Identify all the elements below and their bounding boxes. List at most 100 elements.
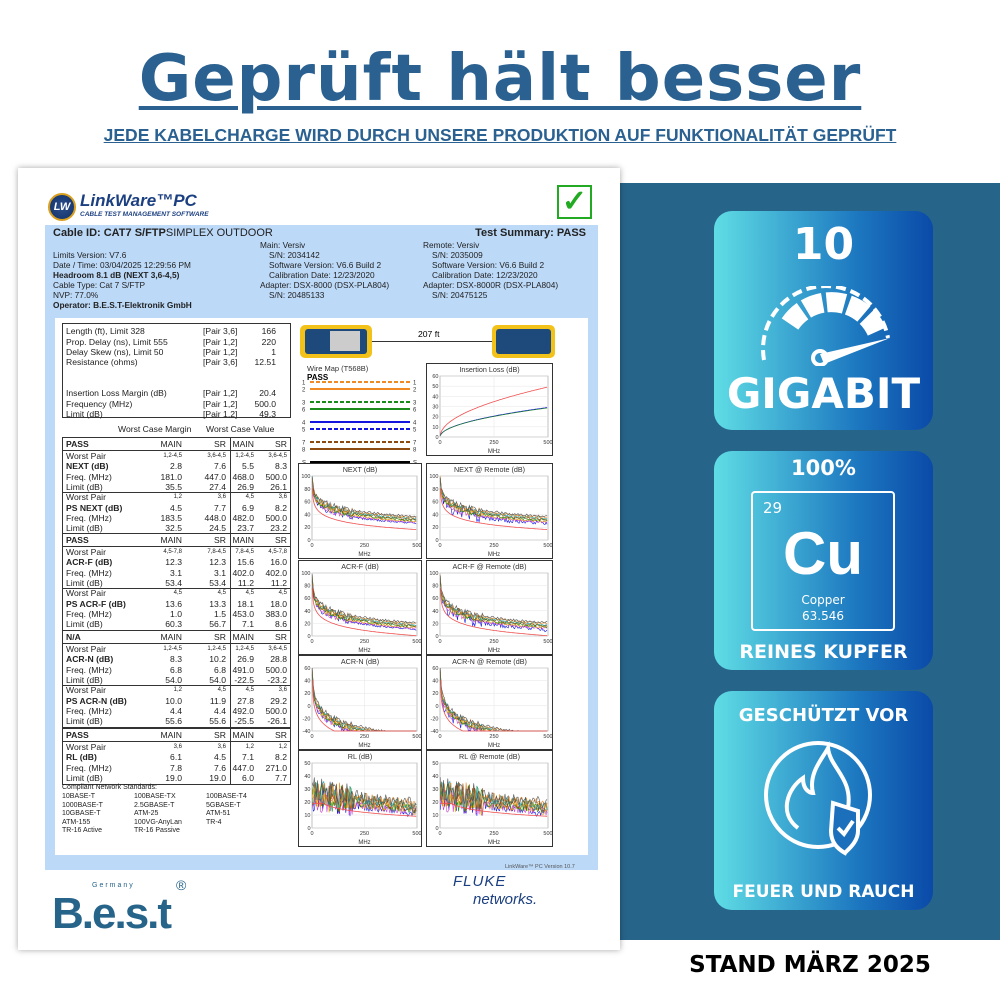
column-header: SR	[275, 439, 287, 449]
summary-row: Delay Skew (ns), Limit 50 [Pair 1,2] 1	[63, 347, 290, 357]
pin-label: 5	[302, 428, 306, 434]
series-line	[311, 488, 417, 530]
standard-item: TR-4	[206, 818, 222, 826]
x-tick-label: 500	[543, 440, 552, 446]
cell-value: 55.6	[209, 716, 226, 727]
remote-unit: Remote: Versiv	[423, 240, 480, 250]
series-line	[439, 780, 548, 811]
row-label: Limit (dB)	[66, 772, 103, 783]
chart-rl-db-: RL (dB) 0 10 20 30 40 50 0 250 500 MHz	[298, 750, 422, 847]
x-tick-label: 0	[438, 440, 441, 446]
cell-value: 500.0	[265, 664, 287, 675]
series-line	[439, 477, 548, 518]
cell-value: 54.0	[209, 674, 226, 685]
y-tick-label: 80	[432, 487, 438, 493]
y-tick-label: 100	[429, 474, 438, 480]
table-row: Worst Pair 1,2 4,5 4,5 3,6	[63, 685, 290, 695]
column-header: MAIN	[160, 535, 182, 545]
cell-value: 4,5	[278, 590, 287, 597]
metric-value: 220	[261, 337, 276, 347]
y-tick-label: 20	[432, 621, 438, 627]
cell-value: 402.0	[232, 567, 254, 578]
main-adapter: Adapter: DSX-8000 (DSX-PLA804)	[260, 280, 390, 290]
y-tick-label: 0	[435, 435, 438, 441]
table-row: Freq. (MHz) 4.4 4.4 492.0 500.0	[63, 706, 290, 716]
y-tick-label: 0	[435, 634, 438, 640]
y-tick-label: 80	[304, 487, 310, 493]
cell-value: 7.1	[242, 752, 254, 763]
cell-value: 8.6	[275, 619, 287, 630]
cell-value: 6.9	[242, 502, 254, 513]
y-tick-label: 40	[432, 394, 438, 400]
metric-label: Frequency (MHz)	[66, 399, 133, 409]
x-tick-label: 500	[412, 639, 421, 645]
cell-value: 60.3	[165, 619, 182, 630]
series-line	[311, 478, 417, 519]
metric-label: Limit (dB)	[66, 409, 103, 419]
series-line	[439, 580, 548, 627]
cell-value: 11.2	[237, 577, 254, 588]
cell-value: 8.3	[275, 461, 287, 472]
x-tick-label: 250	[489, 543, 498, 549]
cell-value: -23.2	[267, 674, 287, 685]
standards-title: Compliant Network Standards:	[62, 784, 157, 791]
x-tick-label: 0	[310, 639, 313, 645]
table-row: Worst Pair 1,2-4,5 3,6-4,5 1,2-4,5 3,6-4,5	[63, 451, 290, 461]
cell-value: 7,8-4,5	[235, 549, 254, 555]
cell-value: 55.6	[165, 716, 182, 727]
cell-value: 29.2	[270, 695, 287, 706]
standard-item: 100VG-AnyLan	[134, 818, 182, 826]
pair: [Pair 3,6]	[203, 357, 238, 367]
element-symbol: Cu	[783, 520, 863, 587]
cell-value: 7.1	[242, 619, 254, 630]
cell-value: 27.4	[209, 481, 226, 492]
x-tick-label: 250	[489, 440, 498, 446]
pin-label: 7	[302, 441, 306, 447]
remote-sn: S/N: 2035009	[432, 250, 483, 260]
cable-length: 207 ft	[418, 329, 440, 339]
registered-icon: ®	[176, 877, 187, 893]
chart-title: RL (dB)	[347, 752, 373, 761]
x-tick-label: 0	[310, 831, 313, 837]
block-header: N/A MAIN SR MAIN SR	[63, 631, 290, 643]
cell-value: 3,6	[173, 744, 182, 750]
column-header: MAIN	[232, 632, 254, 642]
main-sn: S/N: 2034142	[269, 250, 320, 260]
cell-value: 1.5	[214, 608, 226, 619]
element-box: 29 Cu Copper 63.546	[751, 491, 895, 631]
cell-value: 6.1	[170, 752, 182, 763]
cell-value: 4,5	[173, 590, 182, 597]
cell-value: 4.4	[170, 705, 182, 716]
cell-value: 12.3	[165, 557, 182, 568]
series-line	[311, 579, 417, 627]
table-row: Freq. (MHz) 1.0 1.5 453.0 383.0	[63, 609, 290, 619]
pin-label: 3	[302, 401, 306, 407]
y-tick-label: 40	[432, 512, 438, 518]
cell-value: 1,2	[278, 744, 287, 750]
cell-value: 19.0	[165, 772, 182, 783]
cell-value: 1,2-4,5	[235, 646, 254, 652]
y-tick-label: 30	[432, 787, 438, 793]
cable-line	[372, 341, 492, 342]
cell-value: 8.2	[275, 752, 287, 763]
column-header: SR	[214, 439, 226, 449]
column-header: SR	[214, 535, 226, 545]
y-tick-label: 50	[432, 761, 438, 767]
tile-copper: 100% 29 Cu Copper 63.546 REINES KUPFER	[714, 451, 933, 670]
table-row: Limit (dB) 55.6 55.6 -25.5 -26.1	[63, 716, 290, 726]
table-row: Limit (dB) 19.0 19.0 6.0 7.7	[63, 773, 290, 783]
table-row: Freq. (MHz) 181.0 447.0 468.0 500.0	[63, 472, 290, 482]
y-tick-label: 0	[307, 704, 310, 710]
y-tick-label: 20	[304, 691, 310, 697]
y-tick-label: 0	[307, 538, 310, 544]
series-line	[311, 478, 417, 523]
series-line	[311, 679, 417, 732]
cell-value: 1,2-4,5	[235, 453, 254, 459]
cell-value: 26.9	[237, 481, 254, 492]
series-line	[311, 482, 417, 524]
cell-value: 447.0	[204, 471, 226, 482]
cell-value: 7.7	[275, 772, 287, 783]
cell-value: 271.0	[265, 762, 287, 773]
column-header: SR	[275, 535, 287, 545]
x-tick-label: 500	[412, 734, 421, 740]
